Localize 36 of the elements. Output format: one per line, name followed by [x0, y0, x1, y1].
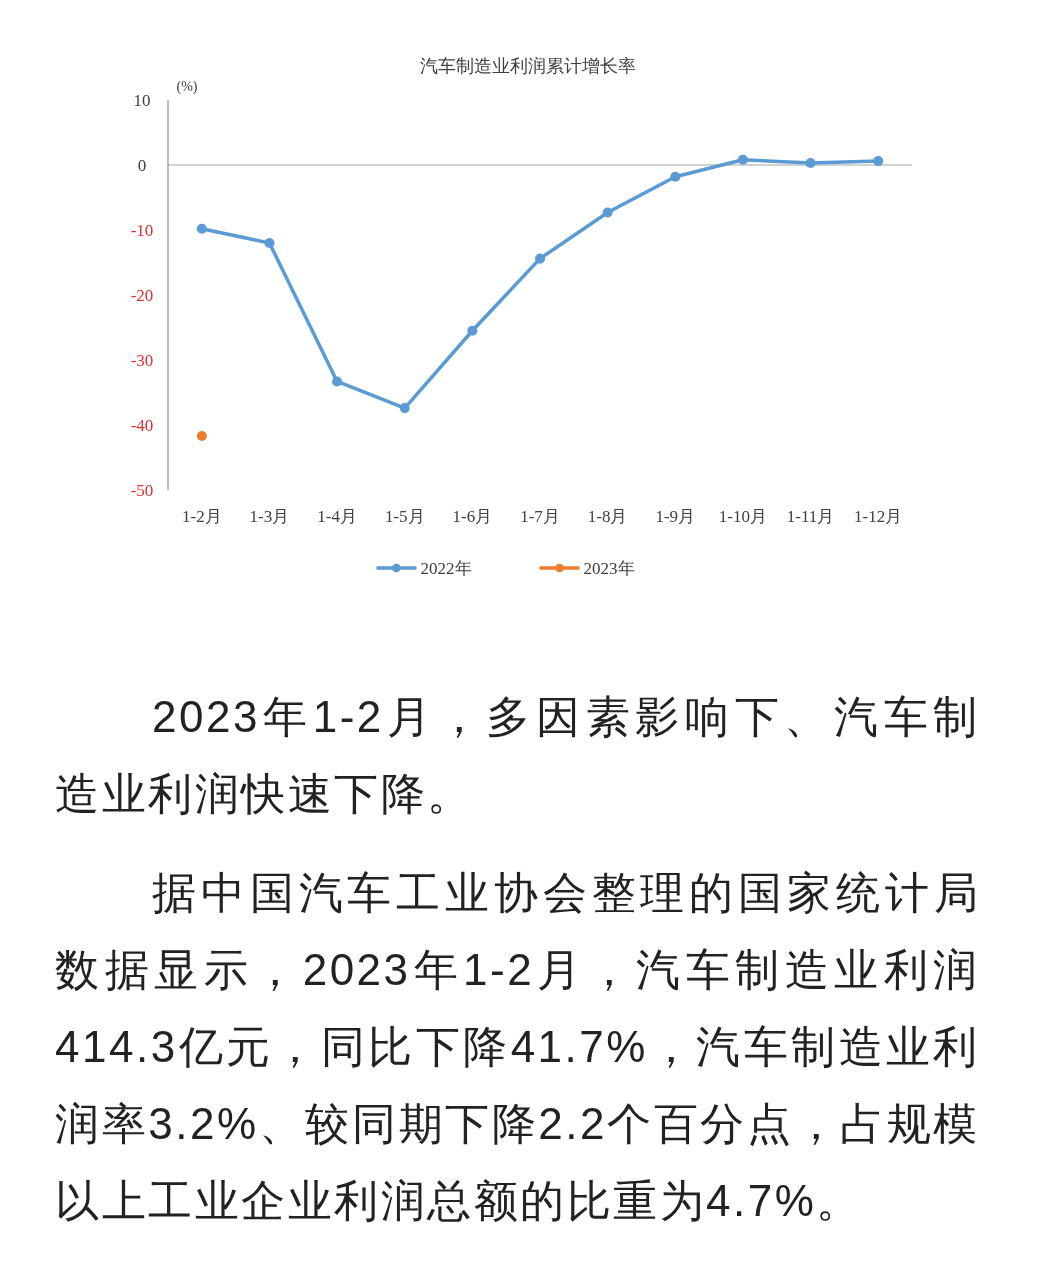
point — [873, 156, 884, 167]
x-tick-label: 1-5月 — [384, 506, 425, 526]
point — [602, 207, 613, 218]
chart-title: 汽车制造业利润累计增长率 — [420, 56, 636, 76]
point — [805, 158, 816, 169]
x-tick-label: 1-9月 — [655, 506, 696, 526]
x-tick-label: 1-12月 — [854, 506, 903, 526]
x-tick-label: 1-7月 — [520, 506, 560, 526]
x-tick-label: 1-3月 — [249, 506, 290, 526]
x-tick-label: 1-4月 — [317, 506, 357, 526]
x-tick-label: 1-10月 — [718, 506, 767, 526]
y-tick-label: -40 — [130, 415, 154, 435]
point — [264, 237, 275, 249]
y-tick-label: 0 — [137, 155, 147, 175]
point — [467, 325, 478, 336]
x-tick-label: 1-8月 — [587, 506, 628, 526]
legend-label: 2022年 — [420, 558, 472, 578]
point — [196, 223, 207, 234]
x-tick-label: 1-2月 — [181, 506, 222, 526]
point — [534, 253, 546, 264]
legend-label: 2023年 — [583, 558, 635, 578]
y-axis-title: (%) — [176, 79, 198, 95]
x-tick-label: 1-6月 — [452, 506, 493, 526]
point — [399, 403, 410, 414]
point — [670, 171, 681, 182]
text: 据中国汽车工业协会整理的国家统计局数据显示，2023年1-2月，汽车制造业利润414.3亿元，同比下降41.7%，汽车制造业利润率3.2%、较同期下降2.2个百分点，占规模以上工业企业利润总额的比重为4.7%。 — [55, 867, 980, 1227]
point — [737, 154, 748, 165]
y-tick-label: -50 — [130, 480, 154, 500]
text: 2023年1-2月，多因素影响下、汽车制造业利润快速下降。 — [55, 691, 980, 820]
point — [196, 431, 207, 442]
point — [332, 376, 343, 387]
x-tick-label: 1-11月 — [786, 506, 835, 526]
y-tick-label: 10 — [133, 90, 151, 110]
y-tick-label: -30 — [130, 350, 154, 370]
y-tick-label: -10 — [130, 220, 154, 240]
y-tick-label: -20 — [130, 285, 154, 305]
